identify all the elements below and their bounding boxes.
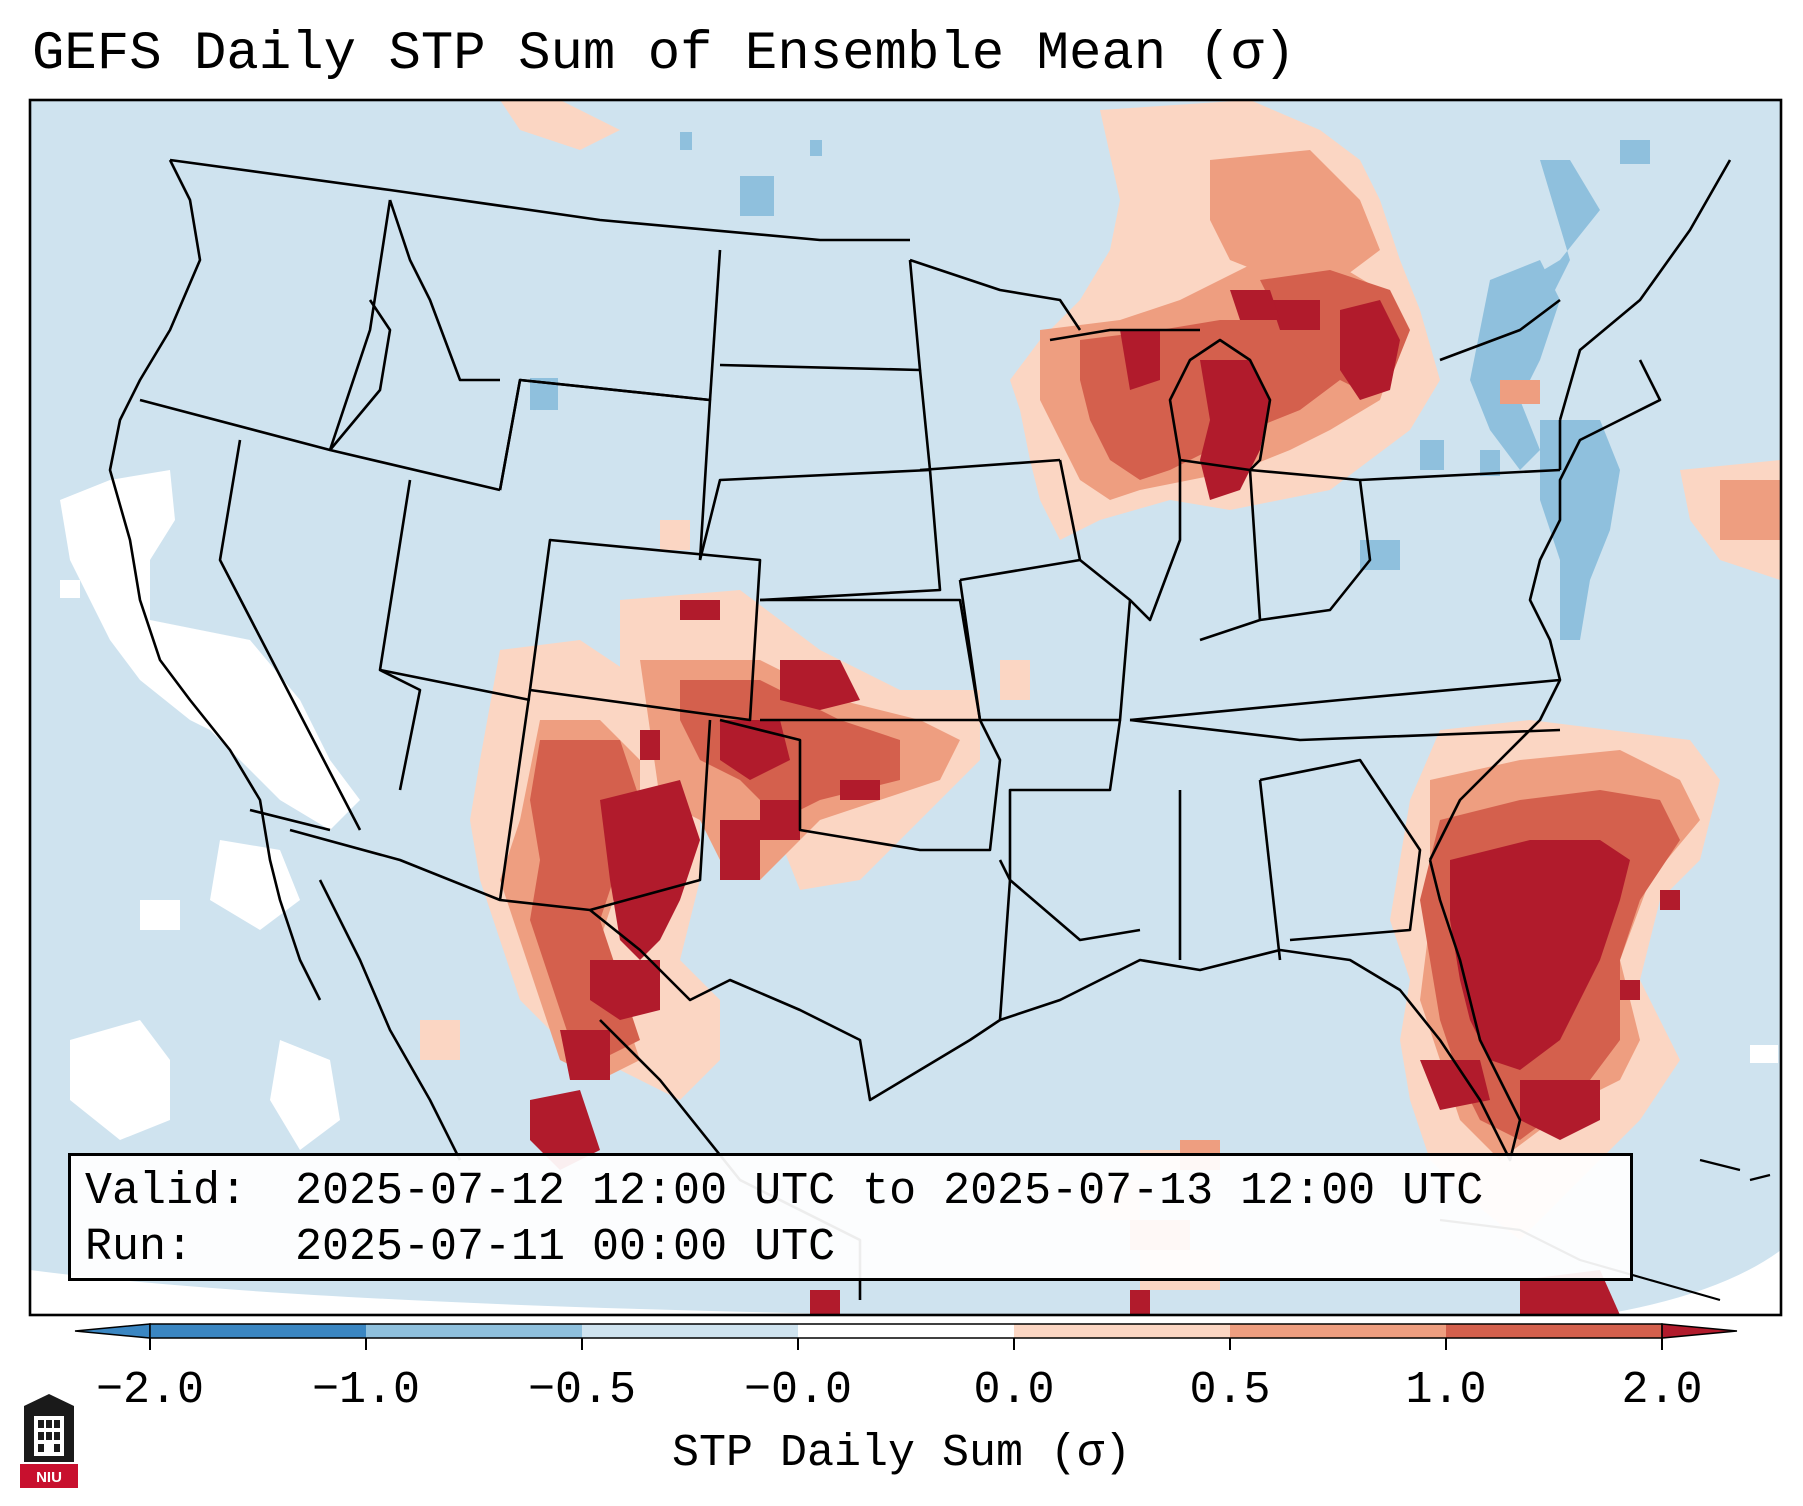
run-row: Run: 2025-07-11 00:00 UTC <box>85 1220 1616 1276</box>
university-crest-icon <box>20 1394 78 1488</box>
colorbar <box>74 1323 1738 1350</box>
colorbar-tick-label: −1.0 <box>311 1365 421 1416</box>
colorbar-segment <box>582 1324 799 1338</box>
colorbar-segment <box>366 1324 583 1338</box>
run-label: Run: <box>85 1222 194 1273</box>
map-area <box>30 100 1781 1315</box>
colorbar-segment <box>798 1324 1015 1338</box>
colorbar-label: STP Daily Sum (σ) <box>671 1428 1132 1479</box>
max-positive-cells <box>530 290 1680 1315</box>
colorbar-extend-max <box>1661 1323 1738 1339</box>
colorbar-tick-label: −2.0 <box>95 1365 205 1416</box>
colorbar-tick-label: −0.5 <box>527 1365 637 1416</box>
valid-row: Valid: 2025-07-12 12:00 UTC to 2025-07-1… <box>85 1164 1616 1220</box>
valid-label: Valid: <box>85 1166 248 1217</box>
colorbar-segment <box>1230 1324 1447 1338</box>
colorbar-tick-label: 0.5 <box>1189 1365 1271 1416</box>
info-box: Valid: 2025-07-12 12:00 UTC to 2025-07-1… <box>68 1153 1633 1281</box>
pacific-neutral-cells <box>60 470 1778 1150</box>
projection-edge-sw <box>30 1270 900 1315</box>
run-value: 2025-07-11 00:00 UTC <box>295 1222 836 1273</box>
colorbar-segment <box>150 1324 367 1338</box>
state-boundaries <box>108 158 1771 1302</box>
colorbar-tick-label: 2.0 <box>1621 1365 1703 1416</box>
map-frame <box>28 98 1783 1317</box>
colorbar-extend-min <box>74 1323 151 1339</box>
projection-edge-se <box>1600 1250 1781 1315</box>
colorbar-tick-label: 0.0 <box>973 1365 1055 1416</box>
valid-value: 2025-07-12 12:00 UTC to 2025-07-13 12:00… <box>295 1166 1484 1217</box>
logo-text: NIU <box>36 1469 62 1486</box>
colorbar-frame <box>149 1323 1663 1339</box>
chart-title: GEFS Daily STP Sum of Ensemble Mean (σ) <box>32 24 1296 85</box>
colorbar-segment <box>1014 1324 1231 1338</box>
colorbar-tick-label: 1.0 <box>1405 1365 1487 1416</box>
colorbar-tick-label: −0.0 <box>743 1365 853 1416</box>
negative-cells <box>530 132 1650 640</box>
niu-logo: NIU <box>20 1392 78 1488</box>
colorbar-segment <box>1446 1324 1663 1338</box>
